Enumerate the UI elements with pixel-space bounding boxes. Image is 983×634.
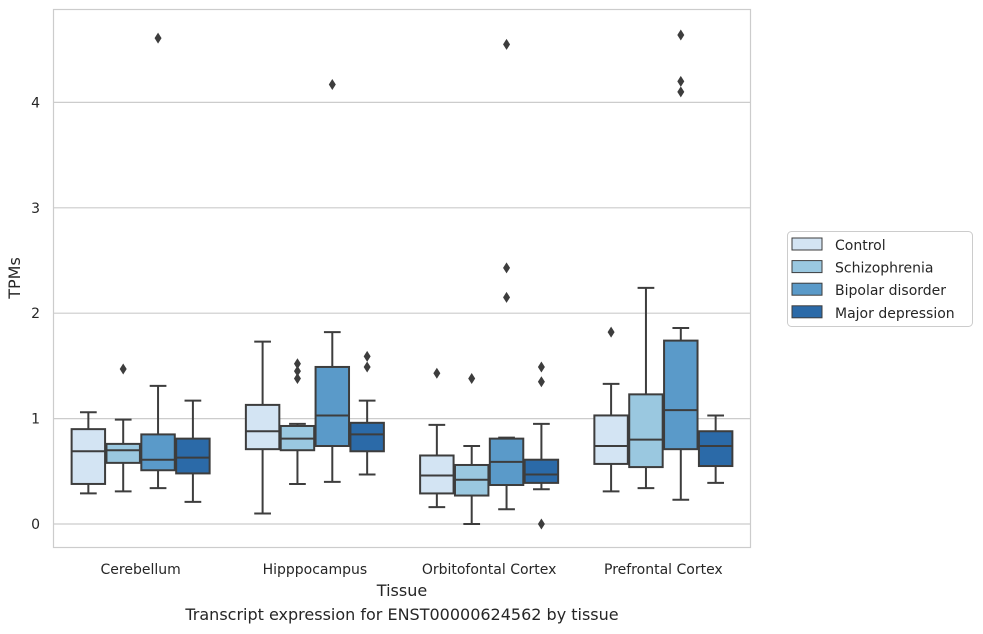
box: [349, 421, 385, 453]
x-tick-label: Hipppocampus: [263, 562, 368, 578]
outlier-point: [537, 376, 545, 388]
box-plot: [628, 286, 664, 490]
y-tick-label: 2: [31, 306, 40, 322]
y-tick-label: 1: [31, 412, 40, 428]
box-plots: [70, 29, 734, 530]
outlier-point: [293, 373, 301, 385]
box: [244, 403, 281, 451]
box-plot: [453, 373, 490, 525]
outlier-point: [677, 86, 685, 98]
legend-label: Bipolar disorder: [835, 283, 946, 299]
outlier-point: [363, 361, 371, 373]
box-plot: [488, 38, 525, 511]
outlier-point: [154, 32, 162, 44]
legend-label: Major depression: [835, 306, 955, 322]
x-tick-label: Cerebellum: [101, 562, 181, 578]
outlier-point: [503, 291, 511, 303]
box-plot: [70, 411, 107, 495]
outlier-point: [433, 367, 441, 379]
y-tick-label: 0: [31, 517, 40, 533]
box-plot: [244, 340, 281, 515]
y-axis: 0 1 2 3 4: [31, 95, 40, 533]
x-axis: Cerebellum Hipppocampus Orbitofontal Corte…: [101, 562, 723, 578]
box-plot: [419, 367, 455, 509]
outlier-point: [503, 38, 511, 50]
x-tick-label: Prefrontal Cortex: [604, 562, 723, 578]
legend-label: Schizophrenia: [835, 261, 933, 277]
y-axis-label: TPMs: [5, 257, 24, 300]
legend: Control Schizophrenia Bipolar disorder Majo…: [787, 231, 973, 327]
legend-frame: [787, 231, 973, 327]
box: [523, 458, 560, 484]
box: [628, 393, 664, 469]
box: [175, 437, 211, 475]
x-axis-label: Tissue: [376, 581, 427, 600]
box-plot: [140, 32, 176, 490]
outlier-point: [537, 518, 545, 530]
legend-label: Control: [835, 238, 886, 254]
legend-swatch: [791, 237, 823, 251]
outlier-point: [607, 326, 615, 338]
outlier-point: [293, 365, 301, 377]
outlier-point: [119, 363, 127, 375]
y-tick-label: 3: [31, 201, 40, 217]
box: [314, 365, 351, 448]
box: [419, 454, 455, 495]
box-plot: [105, 363, 141, 493]
box-plot: [349, 350, 385, 476]
outlier-point: [537, 361, 545, 373]
box: [593, 414, 629, 465]
box: [70, 428, 107, 485]
box: [697, 430, 734, 468]
box-plot: [175, 399, 211, 503]
legend-swatch: [791, 260, 823, 274]
box-plot: [663, 29, 699, 501]
box: [105, 442, 141, 464]
box-plot: [314, 78, 351, 483]
outlier-point: [293, 358, 301, 370]
chart-caption: Transcript expression for ENST0000062456…: [185, 605, 619, 624]
legend-swatch: [791, 305, 823, 319]
box: [663, 339, 699, 451]
box-plot: [279, 358, 316, 485]
box-plot: [523, 361, 560, 530]
outlier-point: [363, 350, 371, 362]
legend-swatch: [791, 282, 823, 296]
outlier-point: [677, 29, 685, 41]
box-plot: [593, 326, 629, 493]
outlier-point: [468, 373, 476, 385]
plot-frame: [52, 8, 752, 549]
y-tick-label: 4: [31, 95, 40, 111]
outlier-point: [328, 78, 336, 90]
outlier-point: [503, 262, 511, 274]
box-plot: [697, 414, 734, 484]
box: [140, 433, 176, 472]
outlier-point: [677, 75, 685, 87]
x-tick-label: Orbitofontal Cortex: [422, 562, 557, 578]
